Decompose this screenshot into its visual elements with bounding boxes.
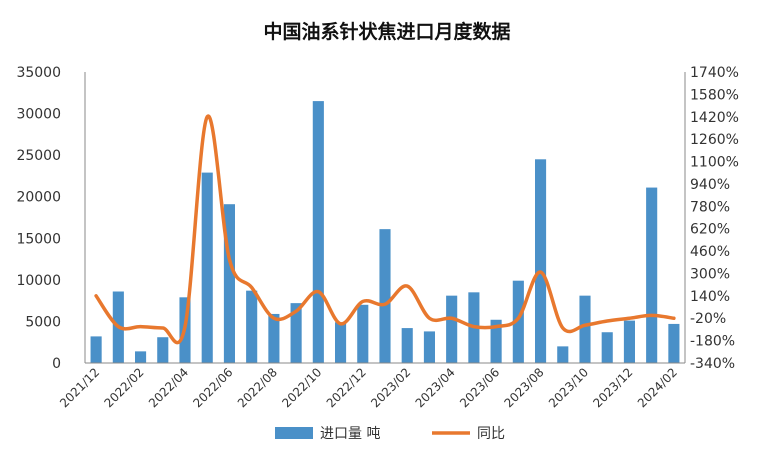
bar [579,295,591,363]
bar [357,304,369,363]
x-tick-label: 2023/04 [413,365,458,410]
left-tick-label: 15000 [16,231,61,247]
left-tick-label: 20000 [16,190,61,206]
left-tick-label: 0 [52,356,61,372]
x-tick-label: 2023/08 [502,365,547,410]
left-tick-label: 25000 [16,148,61,164]
legend-bar-label: 进口量 吨 [320,426,380,442]
x-tick-label: 2022/04 [146,365,191,410]
legend-line-label: 同比 [477,426,505,442]
right-tick-label: -20% [690,311,726,327]
bar [135,351,147,363]
yoy-line [94,114,676,345]
x-tick-label: 2021/12 [57,365,102,410]
bar [601,332,613,363]
bar [246,290,258,363]
bar [668,323,680,363]
x-tick-label: 2023/02 [368,365,413,410]
bar [157,337,169,363]
bar [312,101,324,363]
x-tick-label: 2022/08 [235,365,280,410]
bar [201,172,213,363]
right-axis: -340% -180% -20% 140% 300% 460% 620% 780% 940% 11… [684,65,739,372]
bar [557,346,569,363]
legend-bar-swatch [275,427,313,439]
x-tick-label: 2024/02 [635,365,680,410]
x-tick-label: 2023/12 [590,365,635,410]
bar [623,320,635,363]
left-tick-label: 35000 [16,65,61,81]
x-tick-label: 2022/06 [190,365,235,410]
left-axis: 0 5000 10000 15000 20000 25000 30000 35000 [16,65,86,372]
x-tick-label: 2022/02 [102,365,147,410]
right-tick-label: 300% [690,266,730,282]
bar [512,280,524,363]
right-tick-label: -340% [690,356,735,372]
x-tick-label: 2023/06 [457,365,502,410]
right-tick-label: 780% [690,199,730,215]
right-tick-label: -180% [690,334,735,350]
bar [490,319,502,363]
right-tick-label: 1740% [690,65,739,81]
bar-series [90,101,680,363]
left-tick-label: 5000 [25,314,61,330]
bar [379,229,391,363]
x-tick-label: 2022/10 [279,365,324,410]
legend: 进口量 吨 同比 [275,426,505,442]
right-tick-label: 140% [690,289,730,305]
x-tick-label: 2023/10 [546,365,591,410]
chart-title: 中国油系针状焦进口月度数据 [263,20,510,43]
right-tick-label: 1580% [690,87,739,103]
right-tick-label: 940% [690,177,730,193]
bar [335,322,347,363]
right-tick-label: 1100% [690,155,739,171]
left-tick-label: 30000 [16,107,61,123]
bar [423,331,435,363]
x-axis: 2021/12 2022/02 2022/04 2022/06 2022/08 2022/… [57,362,685,410]
bar [90,336,102,363]
bar [290,303,302,363]
bar [446,295,458,363]
right-tick-label: 460% [690,244,730,260]
bar [646,187,658,363]
right-tick-label: 1420% [690,110,739,126]
x-tick-label: 2022/12 [324,365,369,410]
left-tick-label: 10000 [16,273,61,289]
bar [223,204,235,363]
right-tick-label: 1260% [690,132,739,148]
bar [401,328,413,363]
right-tick-label: 620% [690,222,730,238]
bar [268,313,280,363]
line-series [94,114,676,345]
bar [535,159,547,363]
